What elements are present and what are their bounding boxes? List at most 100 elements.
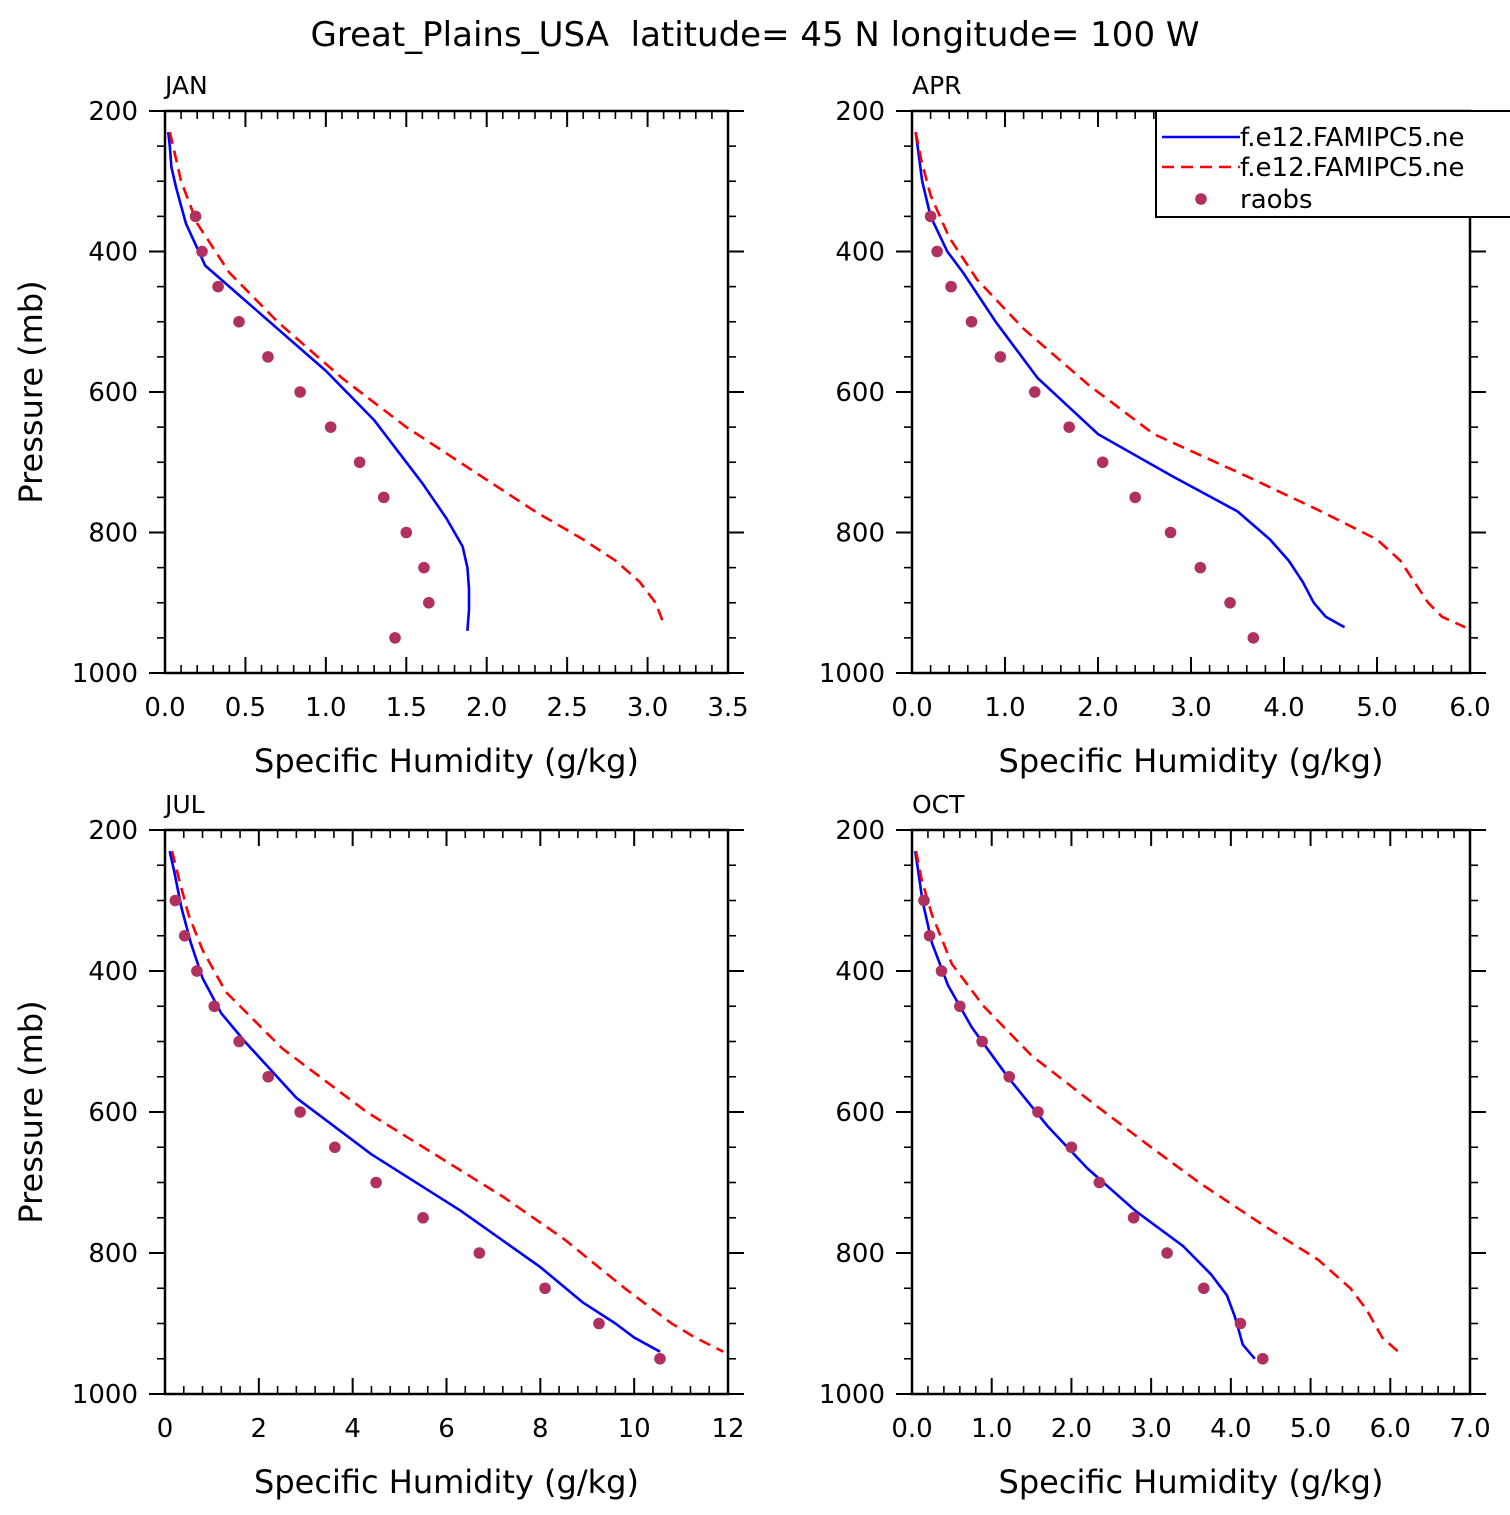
x-tick-label: 3.0 [1130, 1414, 1171, 1444]
legend-label: raobs [1240, 185, 1313, 215]
y-tick-label: 1000 [819, 1380, 885, 1410]
legend-label: f.e12.FAMIPC5.ne [1240, 123, 1464, 153]
raobs-point [178, 929, 191, 942]
x-tick-label: 0.0 [891, 1414, 932, 1444]
raobs-point [262, 1070, 275, 1083]
raobs-point [539, 1282, 551, 1295]
raobs-point [1234, 1317, 1247, 1330]
legend-box [1155, 110, 1510, 218]
raobs-point [994, 351, 1007, 363]
panel-jan: 0.0 0.5 1.0 1.5 2.0 2.5 3.0 3.5 200 400 600 800 1000… [12, 71, 749, 780]
x-tick-label: 4.0 [1263, 693, 1304, 723]
raobs-point [233, 315, 245, 328]
raobs-point [1096, 456, 1109, 469]
raobs-point [923, 929, 936, 942]
x-tick-label: 3.5 [707, 693, 748, 723]
x-tick-label: 0.0 [144, 693, 185, 723]
raobs-point [169, 894, 182, 907]
raobs-point [370, 1176, 382, 1189]
raobs-point [329, 1141, 341, 1154]
x-tick-label: 3.0 [1170, 693, 1211, 723]
raobs-point [935, 965, 948, 977]
raobs-point [191, 965, 203, 977]
panel-label: APR [912, 71, 962, 100]
y-tick-label: 1000 [72, 659, 138, 689]
raobs-point [418, 561, 430, 574]
legend-raobs-marker [1195, 193, 1207, 205]
raobs-point [924, 210, 937, 223]
raobs-point [1194, 561, 1207, 574]
x-tick-label: 7.0 [1449, 1414, 1490, 1444]
y-tick-label: 400 [835, 957, 885, 987]
raobs-point [353, 456, 366, 469]
x-tick-label: 4.0 [1210, 1414, 1251, 1444]
y-tick-label: 200 [835, 97, 885, 127]
raobs-point [954, 1000, 966, 1013]
raobs-point [1224, 596, 1236, 609]
raobs-point [945, 280, 957, 293]
y-tick-label: 400 [88, 957, 138, 987]
model-2-dashed-line [168, 131, 665, 625]
raobs-point [1065, 1141, 1078, 1154]
raobs-point [1247, 632, 1260, 644]
raobs-point [294, 1106, 306, 1118]
y-tick-label: 200 [88, 816, 138, 846]
y-tick-label: 800 [835, 519, 885, 549]
x-tick-label: 2 [251, 1414, 268, 1444]
x-tick-label: 2.0 [1051, 1414, 1092, 1444]
x-tick-label: 5.0 [1356, 693, 1397, 723]
raobs-point [593, 1317, 605, 1330]
x-tick-label: 8 [532, 1414, 549, 1444]
model-1-solid-line [914, 131, 1346, 629]
model-1-solid-line [168, 850, 661, 1353]
y-tick-label: 800 [835, 1239, 885, 1269]
raobs-point [1164, 526, 1177, 539]
y-tick-label: 600 [835, 1098, 885, 1128]
panel-label: JAN [163, 71, 208, 100]
x-tick-label: 1.0 [971, 1414, 1012, 1444]
raobs-point [965, 315, 978, 328]
raobs-point [324, 421, 337, 433]
raobs-point [262, 351, 274, 363]
plot-frame [910, 828, 1472, 1396]
raobs-point [1032, 1106, 1044, 1118]
raobs-point [1129, 491, 1141, 504]
plot-frame [163, 828, 730, 1396]
x-tick-label: 2.5 [546, 693, 587, 723]
raobs-point [400, 526, 413, 539]
raobs-point [1256, 1352, 1269, 1365]
model-1-solid-line [166, 131, 471, 631]
x-tick-label: 10 [618, 1414, 651, 1444]
raobs-point [1093, 1176, 1106, 1189]
raobs-point [1127, 1211, 1140, 1224]
raobs-point [389, 632, 401, 644]
raobs-point [976, 1035, 988, 1048]
y-tick-label: 800 [88, 519, 138, 549]
raobs-point [1197, 1282, 1210, 1295]
y-tick-label: 200 [835, 816, 885, 846]
raobs-point [473, 1247, 486, 1259]
raobs-point [1161, 1247, 1173, 1259]
raobs-point [212, 280, 224, 293]
x-tick-label: 1.0 [984, 693, 1025, 723]
panel-apr: 0.0 1.0 2.0 3.0 4.0 5.0 6.0 200 400 600 800 1000 APR… [819, 71, 1510, 780]
raobs-point [1028, 386, 1041, 398]
y-tick-label: 200 [88, 97, 138, 127]
y-tick-label: 600 [88, 378, 138, 408]
x-tick-label: 0.5 [225, 693, 266, 723]
x-tick-label: 12 [711, 1414, 744, 1444]
model-2-dashed-line [914, 131, 1466, 629]
y-tick-label: 1000 [819, 659, 885, 689]
y-tick-label: 600 [835, 378, 885, 408]
plot-frame [163, 109, 730, 675]
series-group [166, 131, 665, 644]
raobs-point [233, 1035, 245, 1048]
raobs-point [654, 1352, 666, 1365]
figure-title: Great_Plains_USA latitude= 45 N longitud… [311, 15, 1200, 55]
raobs-point [196, 245, 208, 258]
x-tick-label: 0.0 [891, 693, 932, 723]
y-axis-label: Pressure (mb) [12, 1000, 50, 1223]
series-group [168, 850, 724, 1365]
series-group [913, 850, 1400, 1365]
